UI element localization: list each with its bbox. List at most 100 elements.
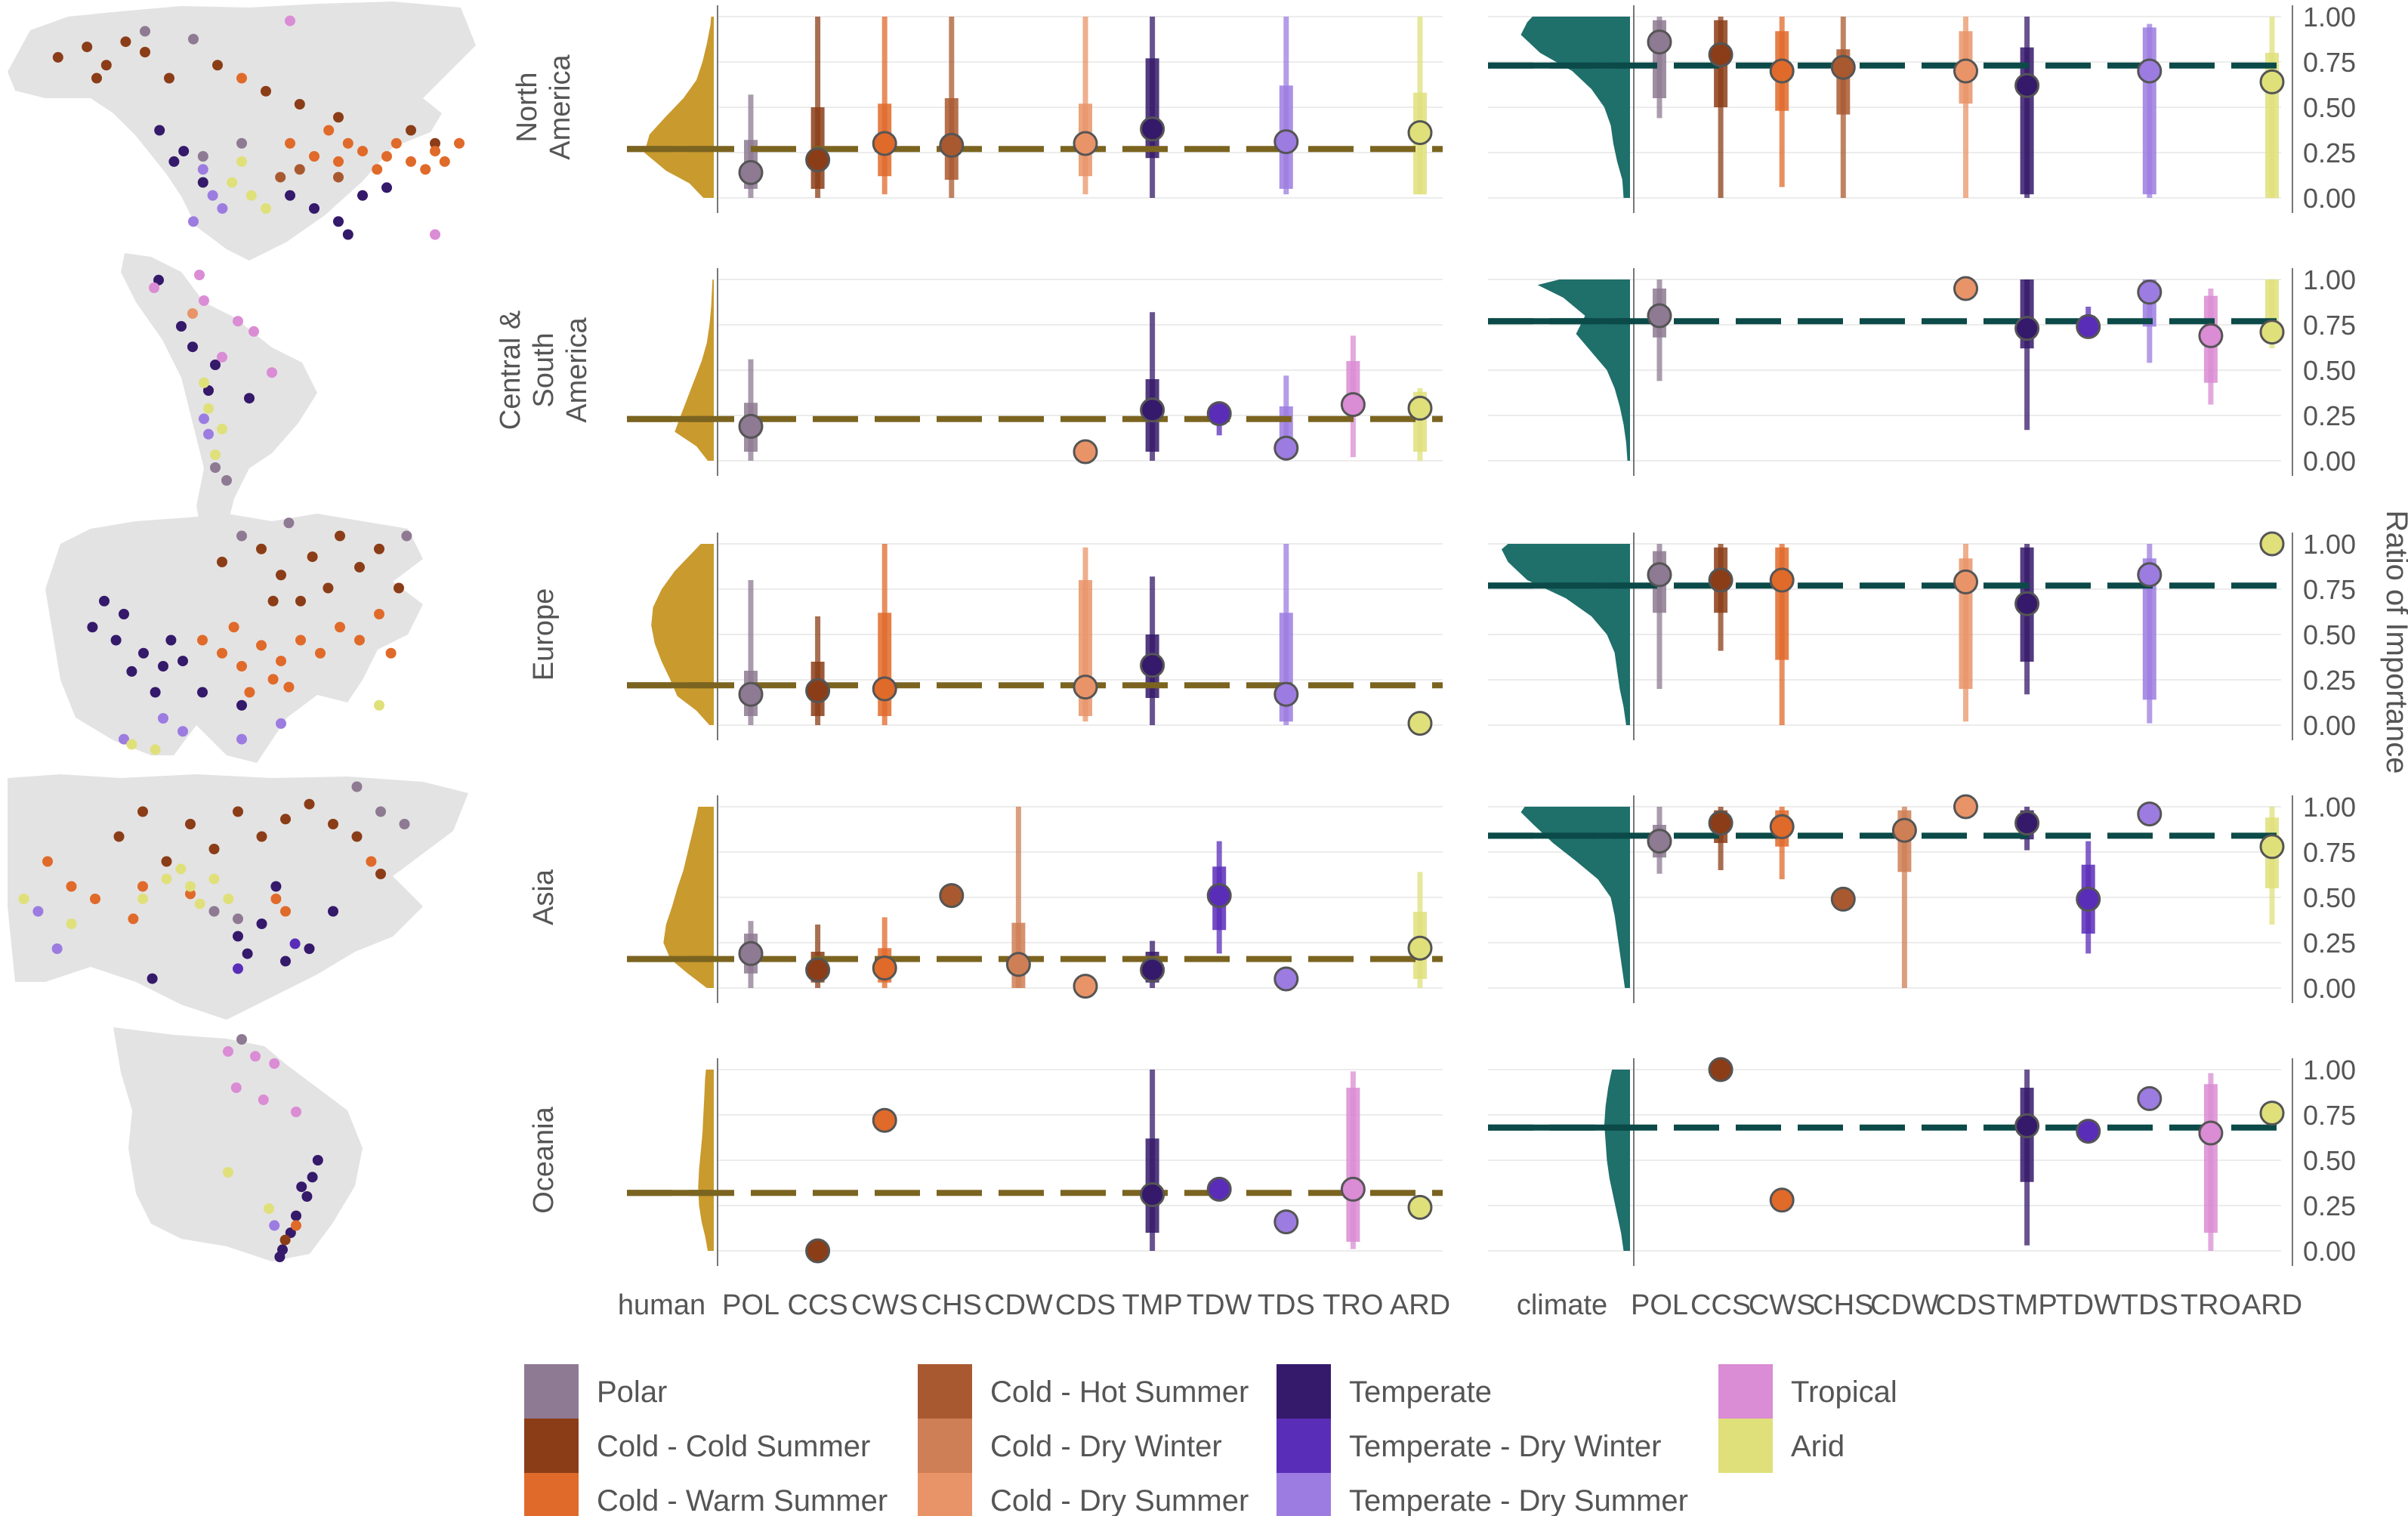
site-point — [207, 190, 218, 201]
point-estimate — [738, 940, 764, 966]
site-point — [236, 156, 247, 167]
y-tick-label: 0.50 — [2303, 1145, 2356, 1176]
map-oceania — [113, 1027, 363, 1262]
point-estimate — [1891, 817, 1917, 843]
legend-label: Cold - Dry Winter — [990, 1430, 1222, 1463]
site-point — [150, 744, 161, 755]
region-maps — [8, 2, 476, 1262]
point-estimate — [1708, 567, 1733, 593]
x-tick-label: CHS — [922, 1289, 982, 1321]
point-estimate — [1206, 1176, 1232, 1202]
point-estimate — [1647, 29, 1672, 55]
land-shape — [8, 2, 476, 261]
site-point — [323, 125, 335, 136]
site-point — [258, 1095, 269, 1105]
point-estimate — [1005, 952, 1031, 977]
point-estimate — [1340, 1176, 1366, 1202]
site-point — [168, 156, 180, 167]
point-estimate — [1407, 120, 1433, 146]
y-tick-label: 1.00 — [2303, 792, 2356, 823]
legend-swatch — [1718, 1419, 1773, 1473]
x-tick-label: TDW — [2055, 1289, 2121, 1321]
site-point — [227, 177, 238, 188]
region-label-line: South — [528, 332, 560, 407]
site-point — [269, 1058, 280, 1069]
site-point — [307, 1172, 318, 1183]
point-estimate — [2259, 320, 2285, 345]
y-tick-label: 1.00 — [2303, 529, 2356, 560]
site-point — [217, 557, 227, 567]
x-tick-label: CCS — [787, 1289, 847, 1321]
site-point — [87, 622, 98, 633]
region-label-line: Asia — [528, 869, 560, 925]
point-estimate — [2076, 1119, 2101, 1144]
point-estimate — [2198, 1120, 2224, 1146]
map-north-america — [8, 2, 476, 261]
site-point — [197, 164, 208, 175]
legend-swatch — [1277, 1419, 1331, 1473]
site-point — [153, 274, 164, 286]
site-point — [52, 51, 63, 63]
x-tick-label: CWS — [1749, 1289, 1816, 1321]
point-estimate — [738, 413, 764, 439]
x-tick-label: TDW — [1187, 1289, 1252, 1321]
legend: Polar Cold - Cold Summer Cold - Warm Summe… — [524, 1364, 1897, 1516]
point-estimate — [1140, 1182, 1165, 1208]
site-point — [276, 718, 286, 729]
x-label-human: human — [618, 1289, 705, 1321]
legend-item-tmp: Temperate — [1277, 1364, 1492, 1419]
site-point — [199, 295, 209, 306]
site-point — [203, 403, 214, 414]
point-estimate — [939, 883, 965, 909]
site-point — [236, 530, 247, 542]
legend-swatch — [918, 1364, 972, 1419]
site-point — [176, 321, 187, 332]
site-point — [304, 943, 315, 954]
point-estimate — [1769, 567, 1795, 593]
site-point — [291, 1220, 301, 1231]
site-point — [342, 229, 353, 240]
map-central-south-america — [121, 253, 317, 559]
site-point — [233, 316, 243, 327]
point-estimate — [1140, 116, 1165, 142]
human-density — [663, 807, 714, 988]
site-point — [223, 894, 234, 904]
y-tick-label: 0.75 — [2303, 310, 2356, 341]
site-point — [242, 948, 253, 959]
climate-density — [1604, 1070, 1630, 1251]
site-point — [335, 622, 345, 633]
land-shape — [45, 514, 423, 763]
panel-row: Central &SouthAmerica — [495, 268, 2285, 476]
site-point — [178, 146, 190, 157]
site-point — [244, 393, 255, 404]
panel-row: Asia — [528, 794, 2285, 1003]
point-estimate — [2137, 801, 2163, 827]
site-point — [385, 647, 397, 659]
x-tick-label: TDS — [2121, 1289, 2178, 1321]
point-estimate — [1273, 966, 1299, 992]
site-point — [261, 203, 271, 214]
point-estimate — [1140, 653, 1165, 678]
site-point — [285, 137, 295, 149]
site-point — [113, 831, 125, 842]
site-point — [291, 1210, 301, 1221]
site-point — [233, 963, 243, 974]
point-estimate — [1830, 54, 1856, 80]
site-point — [51, 943, 63, 954]
site-point — [233, 931, 243, 942]
point-estimate — [1647, 303, 1672, 329]
x-tick-label: TDS — [1258, 1289, 1315, 1321]
y-tick-label: 1.00 — [2303, 264, 2356, 295]
site-point — [185, 819, 196, 829]
y-tick-label: 0.75 — [2303, 574, 2356, 605]
site-point — [430, 146, 440, 157]
site-point — [245, 190, 257, 201]
site-point — [270, 894, 282, 904]
site-point — [374, 543, 384, 554]
panel-row: Europe — [528, 531, 2285, 740]
point-estimate — [1073, 439, 1098, 465]
site-point — [454, 137, 465, 149]
site-point — [188, 33, 199, 45]
site-point — [391, 137, 402, 149]
